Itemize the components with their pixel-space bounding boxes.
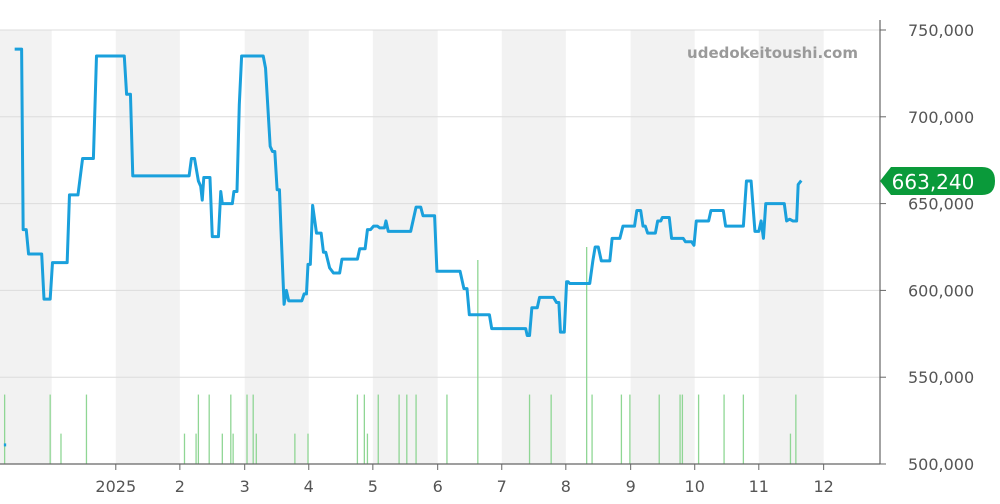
month-band [115, 30, 180, 464]
month-band [630, 30, 695, 464]
month-band [758, 30, 824, 464]
y-tick-label: 700,000 [908, 108, 974, 127]
x-tick-label: 5 [368, 477, 378, 496]
y-tick-label: 500,000 [908, 455, 974, 474]
x-tick-label: 6 [433, 477, 443, 496]
month-band [372, 30, 438, 464]
x-tick-label: 12 [813, 477, 833, 496]
x-tick-label: 2 [175, 477, 185, 496]
month-band [0, 30, 52, 464]
x-tick-label: 7 [497, 477, 507, 496]
y-tick-label: 600,000 [908, 281, 974, 300]
month-bands [0, 30, 824, 464]
current-price-label: 663,240 [892, 170, 975, 194]
current-price-badge-shape [880, 167, 995, 195]
watermark: udedokeitoushi.com [687, 44, 858, 62]
x-tick-label: 8 [561, 477, 571, 496]
y-tick-label: 750,000 [908, 21, 974, 40]
x-tick-label: 2025 [95, 477, 136, 496]
price-line [14, 47, 803, 338]
month-band [501, 30, 566, 464]
axes: 500,000 550,000 600,000 650,000 700,000 750,0… [0, 20, 974, 496]
current-price-badge: 663,240 [880, 167, 995, 195]
x-tick-label: 4 [304, 477, 314, 496]
volume-bars [3, 247, 797, 464]
x-tick-label: 9 [626, 477, 636, 496]
price-series [3, 47, 803, 447]
x-tick-label: 10 [685, 477, 705, 496]
y-tick-label: 650,000 [908, 195, 974, 214]
y-tick-label: 550,000 [908, 368, 974, 387]
x-tick-label: 3 [240, 477, 250, 496]
month-band [244, 30, 309, 464]
x-tick-label: 11 [749, 477, 769, 496]
